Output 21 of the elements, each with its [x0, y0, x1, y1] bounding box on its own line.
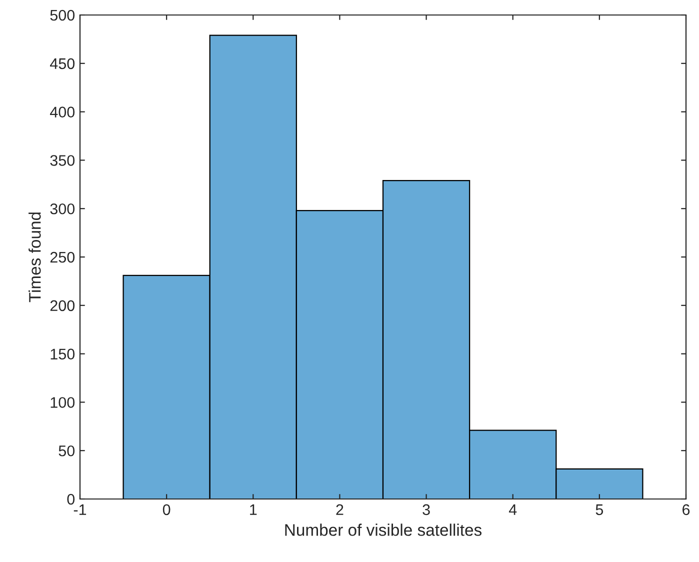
x-tick-label: 2: [336, 504, 344, 515]
x-tick-label: -1: [74, 504, 86, 515]
x-tick-label: 6: [682, 504, 690, 516]
y-tick-label: 0: [67, 494, 75, 505]
y-tick-label: 300: [50, 203, 75, 214]
y-tick-label: 450: [50, 58, 75, 70]
y-tick-label: 100: [50, 397, 75, 408]
y-tick-label: 150: [50, 348, 75, 360]
x-axis-title: Number of visible satellites: [285, 524, 482, 536]
x-tick-label: 4: [508, 504, 517, 515]
x-tick-label: 0: [162, 504, 170, 516]
y-tick-label: 400: [50, 106, 75, 118]
y-axis-title: Times found: [28, 212, 41, 302]
y-tick-label: 350: [50, 155, 75, 166]
y-tick-label: 250: [50, 252, 75, 263]
y-tick-label: 200: [50, 300, 75, 312]
x-tick-label: 3: [422, 504, 430, 516]
y-tick-label: 500: [50, 10, 75, 21]
x-tick-label: 1: [250, 504, 257, 515]
y-tick-label: 50: [58, 445, 75, 456]
x-tick-label: 5: [596, 504, 604, 516]
